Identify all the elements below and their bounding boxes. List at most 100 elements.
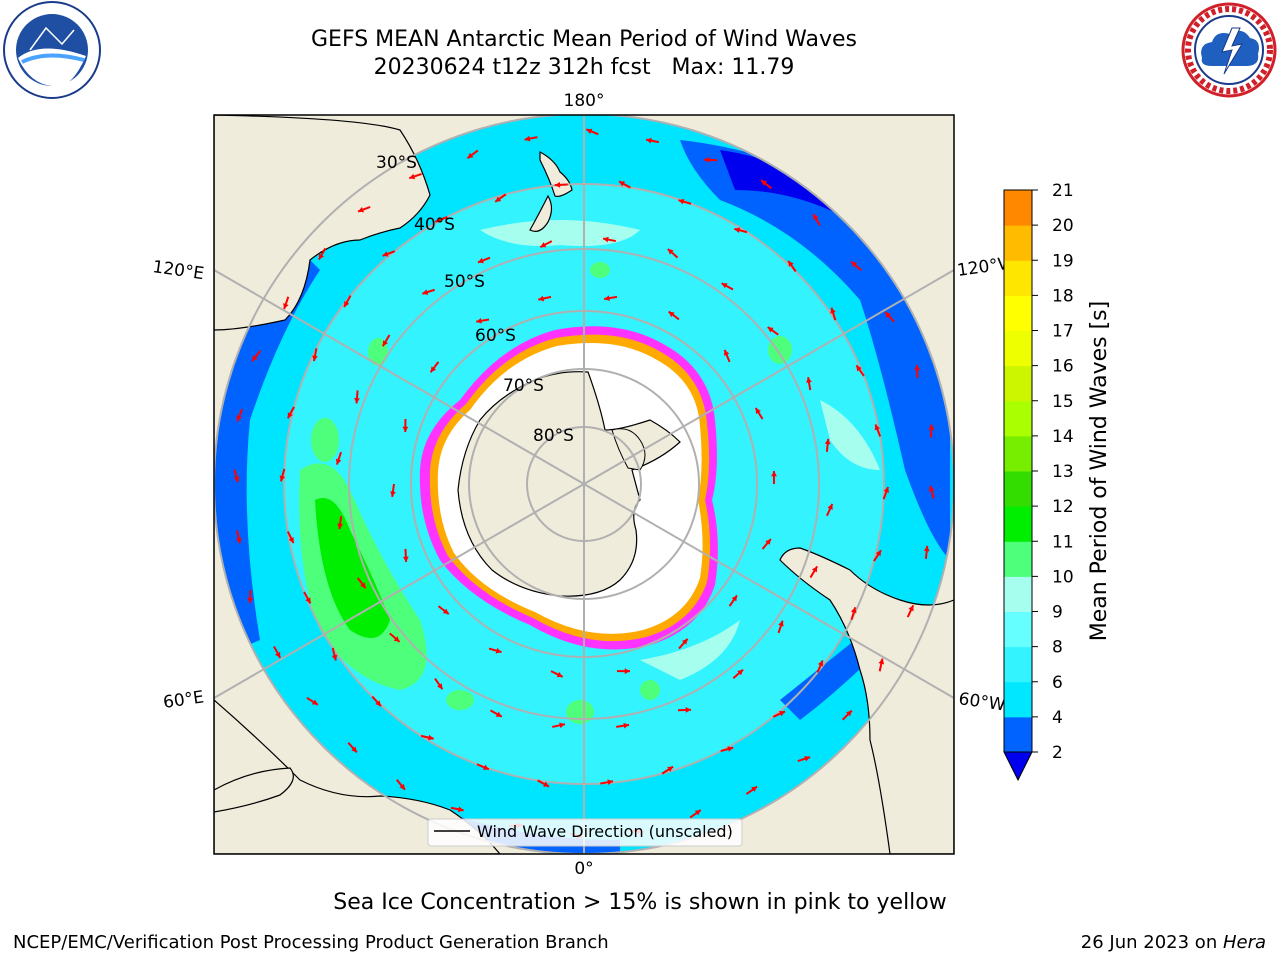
wave-direction-arrowhead bbox=[252, 355, 258, 362]
wave-direction-arrowhead bbox=[495, 647, 502, 654]
wave-direction-arrowhead bbox=[318, 253, 325, 260]
wave-direction-arrowhead bbox=[824, 438, 831, 445]
wave-direction-arrowhead bbox=[817, 660, 824, 667]
colorbar-segment bbox=[1004, 330, 1032, 367]
colorbar-tick-label: 13 bbox=[1052, 462, 1074, 482]
new-zealand-land bbox=[529, 150, 573, 232]
wave-direction-arrowhead bbox=[524, 135, 531, 142]
wave-direction-arrowhead bbox=[430, 366, 437, 373]
colorbar: 2 4 6 8 9 10 11 12 13 14 15 16 17 18 19 20 21 bbox=[1003, 181, 1074, 782]
wave-direction-arrowhead bbox=[402, 556, 409, 562]
arrow-legend: Wind Wave Direction (unscaled) bbox=[427, 818, 743, 847]
wave-direction-arrowhead bbox=[305, 597, 311, 604]
wave-direction-arrowhead bbox=[354, 397, 360, 404]
wave-direction-arrowhead bbox=[556, 671, 563, 678]
wave-direction-arrowhead bbox=[721, 283, 728, 289]
wave-direction-arrowhead bbox=[874, 424, 881, 431]
wave-direction-arrowhead bbox=[275, 651, 281, 658]
antarctica-land bbox=[457, 371, 681, 597]
colorbar-tick-label: 8 bbox=[1052, 638, 1063, 658]
wave-direction-arrowhead bbox=[477, 257, 484, 264]
colorbar-segment bbox=[1004, 646, 1032, 683]
sea-ice-caption: Sea Ice Concentration > 15% is shown in … bbox=[333, 890, 947, 915]
lat-label-80s: 80°S bbox=[533, 426, 574, 446]
wave-direction-arrowhead bbox=[851, 261, 858, 268]
wave-direction-arrowhead bbox=[337, 523, 343, 530]
colorbar-segment bbox=[1004, 541, 1032, 577]
wave-direction-arrowhead bbox=[559, 722, 565, 729]
wave-direction-arrowhead bbox=[856, 365, 862, 372]
wave-direction-arrowhead bbox=[236, 415, 242, 422]
colorbar-tick-label: 11 bbox=[1052, 532, 1074, 552]
wave-direction-arrowhead bbox=[778, 620, 784, 627]
wave-direction-arrowhead bbox=[482, 764, 489, 770]
footer-credit: NCEP/EMC/Verification Post Processing Pr… bbox=[13, 932, 609, 953]
lon-label-0: 0° bbox=[574, 859, 593, 879]
colorbar-label: Mean Period of Wind Waves [s] bbox=[1087, 301, 1112, 641]
lat-label-50s: 50°S bbox=[444, 272, 485, 292]
wave-direction-arrowhead bbox=[806, 377, 812, 383]
wave-direction-arrowhead bbox=[813, 214, 819, 221]
wave-direction-arrowhead bbox=[233, 476, 240, 483]
lon-label-60w: 60°W bbox=[957, 689, 1006, 715]
colorbar-tick-label: 20 bbox=[1052, 216, 1074, 236]
wave-direction-arrowhead bbox=[538, 295, 545, 302]
colorbar-segment bbox=[1004, 260, 1032, 296]
wave-direction-arrowhead bbox=[467, 152, 474, 159]
wave-direction-arrowhead bbox=[422, 289, 429, 295]
wave-direction-arrowhead bbox=[437, 683, 443, 690]
colorbar-segment bbox=[1004, 471, 1032, 507]
map-frame bbox=[213, 114, 955, 855]
wave-direction-arrowhead bbox=[928, 424, 935, 430]
wave-direction-arrowhead bbox=[358, 206, 364, 213]
wave-direction-arrowhead bbox=[409, 173, 416, 180]
wave-direction-arrowhead bbox=[846, 710, 852, 717]
wave-direction-arrowhead bbox=[751, 786, 758, 792]
wave-direction-arrowhead bbox=[734, 227, 741, 233]
colorbar-segment bbox=[1004, 716, 1032, 753]
colorbar-under-arrow bbox=[1003, 751, 1033, 782]
colorbar-tick-label: 9 bbox=[1052, 603, 1063, 623]
wave-direction-arrowhead bbox=[883, 486, 889, 493]
wave-direction-arrowhead bbox=[830, 307, 836, 314]
nws-logo bbox=[1181, 2, 1277, 98]
colorbar-segment bbox=[1004, 611, 1032, 648]
colorbar-tick-label: 6 bbox=[1052, 673, 1063, 693]
wave-direction-arrowhead bbox=[476, 317, 482, 324]
colorbar-tick-label: 15 bbox=[1052, 392, 1074, 412]
wave-direction-arrowhead bbox=[607, 779, 614, 786]
colorbar-tick-label: 2 bbox=[1052, 743, 1063, 763]
wave-direction-arrowhead bbox=[765, 539, 771, 545]
wave-direction-arrowhead bbox=[393, 636, 400, 642]
wave-direction-arrowhead bbox=[442, 608, 449, 615]
wave-direction-arrowhead bbox=[382, 340, 388, 347]
wave-direction-arrowhead bbox=[667, 766, 674, 772]
wave-direction-arrowhead bbox=[923, 545, 930, 552]
wave-direction-arrowhead bbox=[727, 746, 734, 752]
colorbar-tick-label: 14 bbox=[1052, 427, 1074, 447]
wave-direction-arrowhead bbox=[788, 260, 794, 267]
map-subtitle: 20230624 t12z 312h fcst Max: 11.79 bbox=[373, 55, 795, 80]
latitude-labels: 30°S 40°S 50°S 60°S 70°S 80°S bbox=[376, 153, 574, 446]
lat-label-70s: 70°S bbox=[503, 376, 544, 396]
wave-direction-arrowhead bbox=[731, 595, 737, 602]
footer-machine: Hera bbox=[1222, 932, 1266, 953]
wave-direction-arrowhead bbox=[646, 137, 652, 144]
wave-direction-arrowhead bbox=[540, 242, 547, 248]
colorbar-segment bbox=[1004, 576, 1032, 612]
wave-direction-arrowhead bbox=[761, 180, 768, 186]
wave-direction-arrowhead bbox=[427, 734, 434, 741]
colorbar-segment bbox=[1004, 506, 1032, 542]
wave-direction-arrowhead bbox=[288, 537, 294, 544]
wave-direction-arrowhead bbox=[382, 251, 389, 257]
wave-direction-arrowhead bbox=[235, 537, 242, 544]
wave-direction-arrowhead bbox=[360, 582, 366, 589]
wave-direction-arrowhead bbox=[685, 707, 691, 713]
wave-direction-arrowhead bbox=[681, 638, 688, 645]
wave-direction-arrowhead bbox=[811, 566, 818, 573]
wave-direction-arrowhead bbox=[827, 503, 833, 510]
wave-direction-arrowhead bbox=[312, 355, 318, 362]
wave-direction-arrowhead bbox=[623, 722, 630, 729]
wave-direction-arrowhead bbox=[390, 491, 396, 497]
